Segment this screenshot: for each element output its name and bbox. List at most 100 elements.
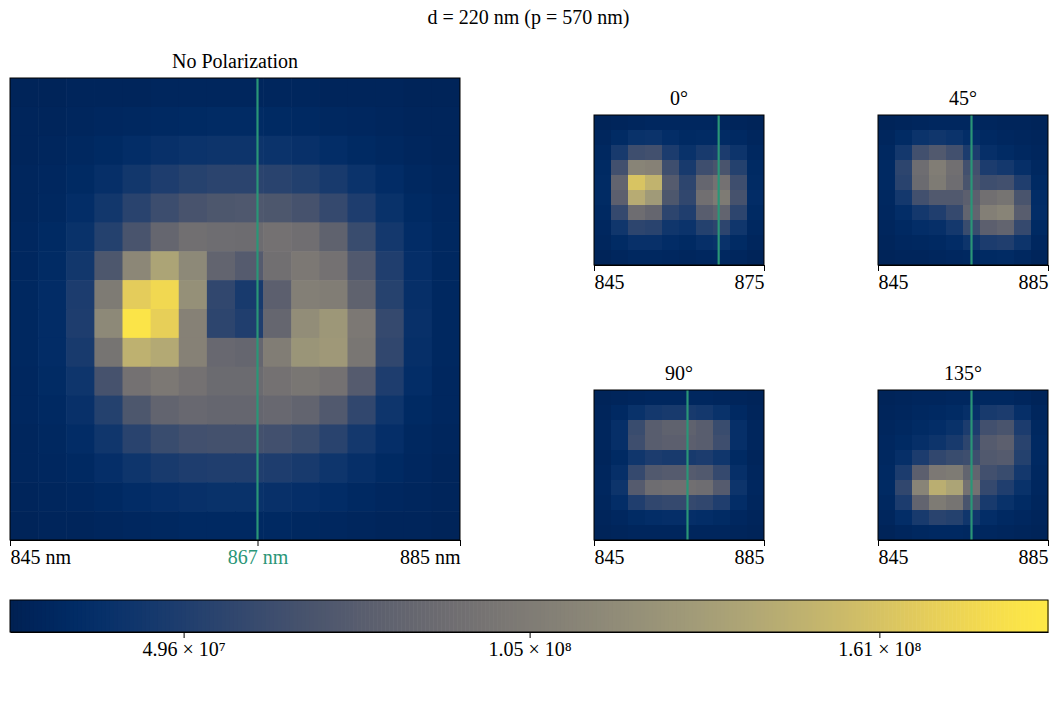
heatmap-cell	[946, 130, 964, 146]
colorbar-swatch	[333, 600, 338, 632]
heatmap-cell	[997, 175, 1015, 191]
heatmap-cell	[404, 78, 433, 107]
colorbar-swatch	[289, 600, 294, 632]
heatmap-cell	[895, 525, 913, 540]
heatmap-cell	[747, 145, 764, 161]
heatmap-cell	[404, 511, 433, 540]
heatmap-cell	[319, 107, 348, 136]
heatmap-cell	[611, 525, 629, 540]
colorbar-swatch	[429, 600, 434, 632]
heatmap-cell	[628, 420, 646, 436]
heatmap-cell	[151, 511, 180, 540]
heatmap-cell	[730, 175, 748, 191]
heatmap-cell	[628, 130, 646, 146]
heatmap-cell	[611, 205, 629, 221]
colorbar-swatch	[697, 600, 702, 632]
heatmap-cell	[747, 510, 764, 526]
colorbar-swatch	[46, 600, 51, 632]
heatmap-cell	[66, 511, 95, 540]
heatmap-cell	[66, 136, 95, 165]
plot-area	[878, 115, 1048, 265]
heatmap-cell	[730, 190, 748, 206]
heatmap-cell	[179, 107, 208, 136]
colorbar-swatch	[453, 600, 458, 632]
colorbar-swatch	[258, 600, 263, 632]
heatmap-cell	[179, 222, 208, 251]
heatmap-cell	[946, 115, 964, 131]
colorbar-swatch	[86, 600, 91, 632]
heatmap-cell	[404, 425, 433, 454]
heatmap-cell	[662, 160, 680, 176]
heatmap-cell	[319, 309, 348, 338]
colorbar-swatch	[166, 600, 171, 632]
heatmap-cell	[929, 130, 947, 146]
tick-label: 845	[879, 271, 909, 293]
colorbar-swatch	[405, 600, 410, 632]
colorbar-swatch	[433, 600, 438, 632]
heatmap-cell	[747, 405, 764, 421]
colorbar-swatch	[381, 600, 386, 632]
heatmap-cell	[747, 465, 764, 481]
heatmap-cell	[1031, 510, 1048, 526]
heatmap-cell	[38, 482, 67, 511]
heatmap-cell	[997, 480, 1015, 496]
colorbar-swatch	[689, 600, 694, 632]
heatmap-cell	[291, 107, 320, 136]
heatmap-cell	[645, 525, 663, 540]
heatmap-cell	[66, 165, 95, 194]
heatmap-cell	[730, 205, 748, 221]
colorbar-swatch	[198, 600, 203, 632]
heatmap-cell	[594, 220, 612, 236]
heatmap-cell	[432, 309, 460, 338]
colorbar-swatch	[353, 600, 358, 632]
heatmap-cell	[66, 482, 95, 511]
tick-mark	[764, 265, 765, 271]
heatmap-cell	[713, 250, 731, 265]
colorbar-swatch	[305, 600, 310, 632]
heatmap-cell	[207, 107, 236, 136]
heatmap-cell	[1031, 145, 1048, 161]
colorbar-swatch	[154, 600, 159, 632]
heatmap-cell	[628, 465, 646, 481]
heatmap-cell	[980, 145, 998, 161]
x-axis: 845885	[879, 265, 1049, 293]
heatmap-cell	[319, 511, 348, 540]
heatmap-cell	[946, 435, 964, 451]
heatmap-cell	[912, 205, 930, 221]
heatmap-cell	[10, 222, 39, 251]
panel-frame	[878, 115, 1048, 265]
heatmap-cell	[878, 190, 896, 206]
colorbar-swatch	[14, 600, 19, 632]
heatmap-cell	[123, 425, 152, 454]
heatmap-cell	[912, 435, 930, 451]
heatmap-cell	[376, 309, 405, 338]
heatmap-cell	[10, 194, 39, 223]
tick-mark	[1048, 265, 1049, 271]
heatmap-cell	[207, 309, 236, 338]
heatmap-cell	[319, 251, 348, 280]
heatmap-cell	[696, 405, 714, 421]
colorbar-swatch	[561, 600, 566, 632]
tick-label: 885	[735, 546, 765, 568]
heatmap-cell	[628, 175, 646, 191]
colorbar-swatch	[820, 600, 825, 632]
colorbar-swatch	[537, 600, 542, 632]
heatmap-cell	[997, 145, 1015, 161]
tick-label: 875	[735, 271, 765, 293]
heatmap-cell	[645, 390, 663, 406]
heatmap-cell	[679, 220, 697, 236]
heatmap-cell	[662, 190, 680, 206]
colorbar-swatch	[497, 600, 502, 632]
heatmap-cell	[38, 280, 67, 309]
heatmap-cell	[946, 235, 964, 251]
heatmap-cell	[404, 107, 433, 136]
heatmap-cell	[1031, 465, 1048, 481]
heatmap-cell	[263, 425, 292, 454]
heatmap-cell	[713, 160, 731, 176]
heatmap-cell	[151, 165, 180, 194]
heatmap-cell	[66, 338, 95, 367]
colorbar-swatch	[984, 600, 989, 632]
colorbar-swatch	[477, 600, 482, 632]
colorbar-swatch	[633, 600, 638, 632]
heatmap-cell	[376, 251, 405, 280]
